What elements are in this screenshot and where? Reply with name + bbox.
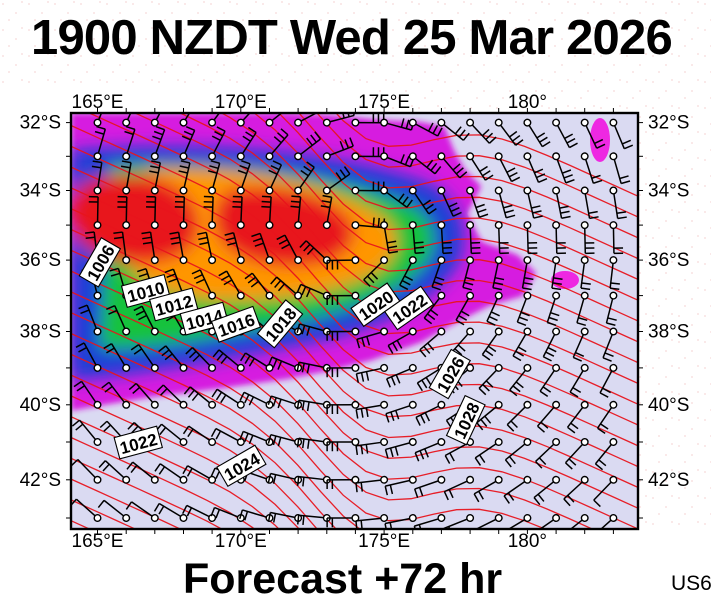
svg-text:34°S: 34°S [648, 181, 689, 202]
svg-text:180°: 180° [508, 531, 547, 552]
svg-text:170°E: 170°E [215, 92, 267, 113]
svg-text:38°S: 38°S [20, 322, 61, 343]
svg-text:38°S: 38°S [648, 322, 689, 343]
svg-text:36°S: 36°S [20, 250, 61, 271]
svg-text:36°S: 36°S [648, 250, 689, 271]
svg-text:170°E: 170°E [215, 531, 267, 552]
svg-text:165°E: 165°E [72, 531, 124, 552]
svg-text:32°S: 32°S [20, 113, 61, 134]
svg-text:175°E: 175°E [358, 92, 410, 113]
svg-text:32°S: 32°S [648, 113, 689, 134]
svg-text:40°S: 40°S [648, 395, 689, 416]
svg-text:180°: 180° [508, 92, 547, 113]
svg-text:42°S: 42°S [20, 470, 61, 491]
svg-text:175°E: 175°E [358, 531, 410, 552]
svg-text:42°S: 42°S [648, 470, 689, 491]
svg-text:34°S: 34°S [20, 181, 61, 202]
svg-text:40°S: 40°S [20, 395, 61, 416]
svg-text:165°E: 165°E [72, 92, 124, 113]
